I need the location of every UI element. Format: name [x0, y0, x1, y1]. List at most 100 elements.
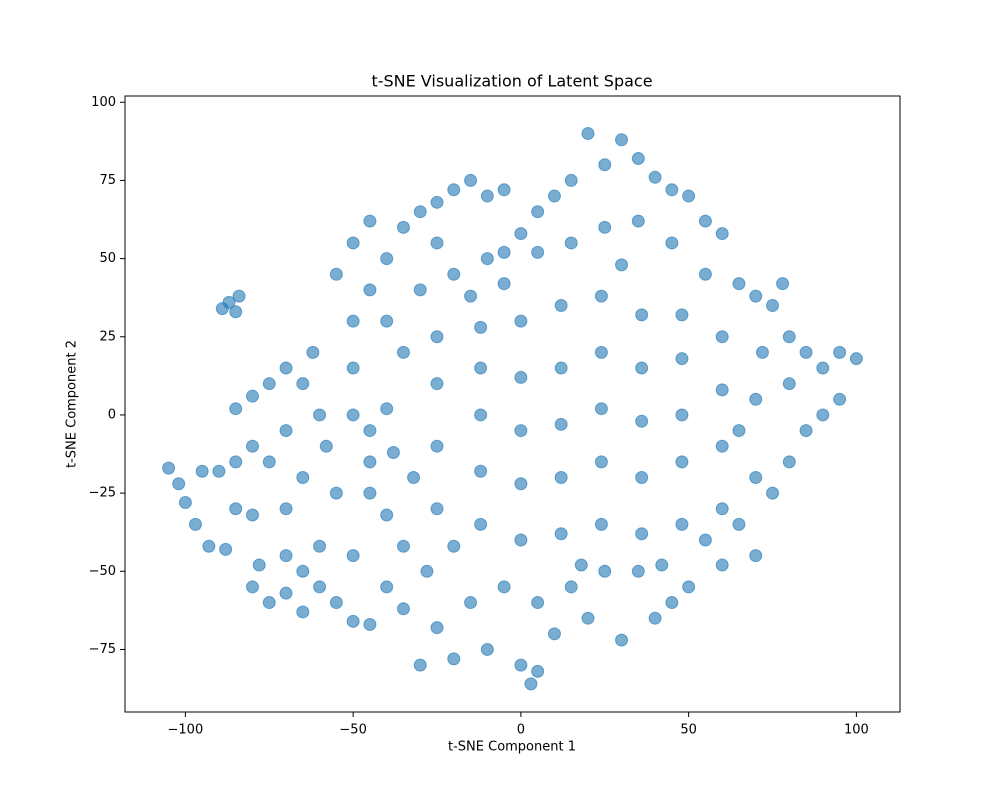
plot-frame — [124, 95, 901, 713]
point — [329, 596, 343, 610]
point — [480, 642, 494, 656]
point — [430, 330, 444, 344]
point — [554, 299, 568, 313]
point — [531, 664, 545, 678]
point — [219, 542, 233, 556]
point — [447, 539, 461, 553]
point — [564, 236, 578, 250]
point — [296, 605, 310, 619]
point — [474, 361, 488, 375]
point — [474, 408, 488, 422]
chart-title: t-SNE Visualization of Latent Space — [371, 72, 652, 91]
point — [296, 470, 310, 484]
point — [430, 621, 444, 635]
point — [715, 502, 729, 516]
point — [229, 402, 243, 416]
point — [363, 214, 377, 228]
point — [232, 289, 246, 303]
point — [615, 258, 629, 272]
point — [675, 408, 689, 422]
y-tick-label: 50 — [99, 251, 116, 266]
point — [631, 214, 645, 228]
point — [380, 314, 394, 328]
point — [474, 464, 488, 478]
point — [407, 470, 421, 484]
point — [195, 464, 209, 478]
point — [178, 495, 192, 509]
point — [245, 580, 259, 594]
point — [279, 361, 293, 375]
point — [782, 330, 796, 344]
point — [413, 283, 427, 297]
point — [363, 617, 377, 631]
point — [380, 508, 394, 522]
point — [262, 596, 276, 610]
point — [554, 470, 568, 484]
point — [675, 455, 689, 469]
point — [631, 152, 645, 166]
point — [749, 470, 763, 484]
point — [306, 345, 320, 359]
point — [564, 173, 578, 187]
point — [413, 658, 427, 672]
point — [675, 308, 689, 322]
point — [162, 461, 176, 475]
point — [547, 189, 561, 203]
point — [782, 377, 796, 391]
y-tick-label: 100 — [91, 95, 116, 110]
point — [816, 408, 830, 422]
point — [648, 611, 662, 625]
point — [464, 173, 478, 187]
point — [430, 377, 444, 391]
point — [799, 345, 813, 359]
point — [313, 580, 327, 594]
point — [598, 564, 612, 578]
point — [732, 424, 746, 438]
point — [447, 652, 461, 666]
point — [497, 277, 511, 291]
point — [782, 455, 796, 469]
point — [279, 502, 293, 516]
point — [514, 533, 528, 547]
point — [188, 517, 202, 531]
point — [229, 502, 243, 516]
point — [749, 289, 763, 303]
point — [430, 236, 444, 250]
point — [531, 596, 545, 610]
point — [574, 558, 588, 572]
point — [514, 227, 528, 241]
point — [635, 470, 649, 484]
x-tick-label: 0 — [517, 723, 525, 738]
point — [766, 299, 780, 313]
point — [396, 602, 410, 616]
point — [474, 320, 488, 334]
point — [675, 517, 689, 531]
point — [430, 439, 444, 453]
point — [682, 189, 696, 203]
point — [581, 611, 595, 625]
point — [329, 486, 343, 500]
point — [296, 564, 310, 578]
point — [615, 133, 629, 147]
point — [363, 283, 377, 297]
point — [346, 314, 360, 328]
point — [229, 455, 243, 469]
point — [833, 345, 847, 359]
point — [698, 267, 712, 281]
point — [715, 383, 729, 397]
point — [380, 580, 394, 594]
point — [715, 227, 729, 241]
point — [698, 533, 712, 547]
point — [319, 439, 333, 453]
point — [380, 252, 394, 266]
point — [564, 580, 578, 594]
point — [715, 439, 729, 453]
point — [635, 414, 649, 428]
point — [346, 361, 360, 375]
point — [296, 377, 310, 391]
point — [547, 627, 561, 641]
point — [594, 289, 608, 303]
point — [524, 677, 538, 691]
point — [497, 580, 511, 594]
